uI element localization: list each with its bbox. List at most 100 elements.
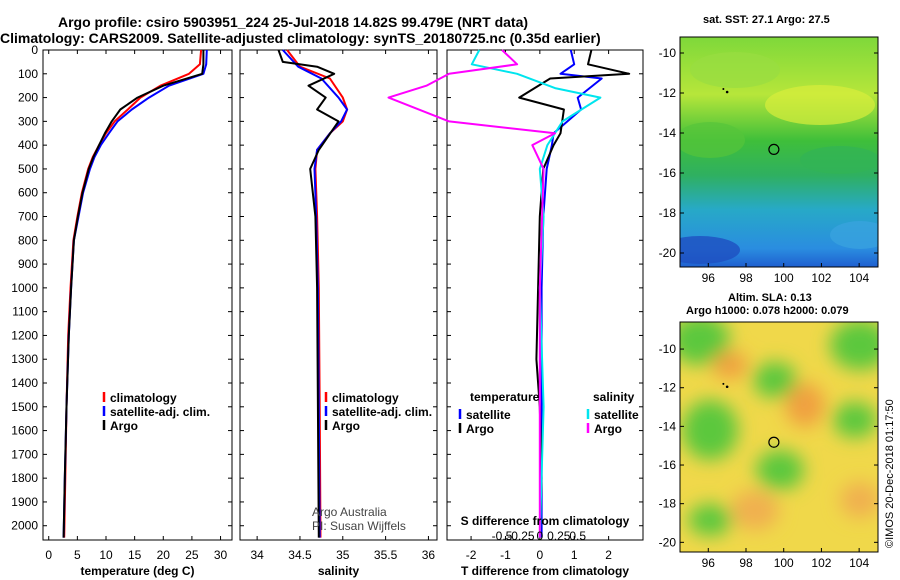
y-tick-label: 1700 (11, 447, 38, 461)
map-y-tick-label: -20 (659, 246, 677, 260)
y-tick-label: 1800 (11, 471, 38, 485)
map-x-tick-label: 100 (774, 556, 794, 570)
map-x-tick-label: 104 (849, 271, 869, 285)
legend-title-salinity: salinity (593, 390, 635, 404)
legend-title-temperature: temperature (470, 390, 540, 404)
legend-label: climatology (332, 391, 399, 405)
map-x-tick-label: 102 (811, 556, 831, 570)
x2-tick-label: -0.25 (507, 529, 535, 543)
y-tick-label: 900 (18, 257, 38, 271)
y-tick-label: 800 (18, 233, 38, 247)
legend-label: climatology (110, 391, 177, 405)
x2-tick-label: 0.25 (547, 529, 571, 543)
series-line-argo (62, 50, 205, 538)
sst-map-texture (680, 52, 878, 264)
map-x-tick-label: 98 (739, 556, 753, 570)
legend-label: Argo (332, 419, 360, 433)
map-x-tick-label: 102 (811, 271, 831, 285)
y-tick-label: 1900 (11, 495, 38, 509)
x-tick-label: -2 (466, 548, 477, 562)
map-x-tick-label: 100 (774, 271, 794, 285)
page-title-line1: Argo profile: csiro 5903951_224 25-Jul-2… (58, 14, 529, 30)
x-tick-label: 34 (250, 548, 264, 562)
temperature-axis-label: temperature (deg C) (80, 564, 194, 578)
map-y-tick-label: -10 (659, 46, 677, 60)
x-tick-label: 2 (605, 548, 612, 562)
y-tick-label: 1100 (12, 305, 38, 319)
x-tick-label: 15 (128, 548, 142, 562)
sla-map-title-1: Altim. SLA: 0.13 (728, 292, 812, 304)
map-y-tick-label: -20 (659, 535, 677, 549)
trajectory-dot (725, 385, 729, 389)
x-tick-label: 5 (74, 548, 81, 562)
series-line-s-argo (387, 49, 556, 538)
y-tick-label: 400 (18, 138, 38, 152)
y-tick-label: 1400 (11, 376, 38, 390)
credit-pi-name: PI: Susan Wijffels (312, 519, 406, 533)
map-x-tick-label: 96 (702, 556, 716, 570)
legend-label: Argo (110, 419, 138, 433)
series-line-t-satellite (540, 49, 603, 538)
legend-label: Argo (466, 422, 494, 436)
argo-float-marker (768, 143, 780, 155)
map-y-tick-label: -12 (659, 86, 677, 100)
x-tick-label: -1 (500, 548, 511, 562)
map-y-tick-label: -16 (659, 458, 677, 472)
sst-map-title: sat. SST: 27.1 Argo: 27.5 (703, 14, 830, 26)
map-y-tick-label: -18 (659, 497, 677, 511)
legend-label: satellite-adj. clim. (110, 405, 210, 419)
map-x-tick-label: 96 (702, 271, 716, 285)
temperature-plot-frame (42, 49, 233, 541)
x2-tick-label: 0 (536, 529, 543, 543)
salinity-axis-label: salinity (318, 564, 360, 578)
difference-axis-label: T difference from climatology (461, 564, 629, 578)
x-tick-label: 35 (336, 548, 350, 562)
legend-label: Argo (594, 422, 622, 436)
map-y-tick-label: -14 (659, 419, 677, 433)
y-tick-label: 100 (18, 67, 38, 81)
x-tick-label: 34.5 (288, 548, 312, 562)
y-tick-label: 500 (18, 162, 38, 176)
x2-tick-label: -0.5 (492, 529, 513, 543)
y-tick-label: 1500 (11, 400, 38, 414)
secondary-axis-label: S difference from climatology (461, 514, 630, 528)
y-tick-label: 1000 (11, 281, 38, 295)
y-tick-label: 300 (18, 114, 38, 128)
y-tick-label: 600 (18, 186, 38, 200)
x2-tick-label: 0.5 (569, 529, 586, 543)
y-tick-label: 0 (31, 43, 38, 57)
map-y-tick-label: -10 (659, 342, 677, 356)
y-tick-label: 2000 (11, 519, 38, 533)
page-title-line2: Climatology: CARS2009. Satellite-adjuste… (0, 30, 601, 46)
map-y-tick-label: -14 (659, 126, 677, 140)
trajectory-dot (722, 382, 725, 385)
y-tick-label: 1200 (11, 328, 38, 342)
sla-map-title-2: Argo h1000: 0.078 h2000: 0.079 (686, 305, 849, 317)
x-tick-label: 30 (214, 548, 228, 562)
y-tick-label: 1600 (11, 424, 38, 438)
y-tick-label: 700 (18, 210, 38, 224)
y-tick-label: 1300 (11, 352, 38, 366)
x-tick-label: 0 (45, 548, 52, 562)
map-x-tick-label: 104 (849, 556, 869, 570)
x-tick-label: 20 (157, 548, 171, 562)
legend-label: satellite (594, 408, 639, 422)
map-x-tick-label: 98 (739, 271, 753, 285)
sst-map-frame (679, 36, 879, 268)
map-y-tick-label: -12 (659, 381, 677, 395)
credit-argo-australia: Argo Australia (312, 505, 387, 519)
x-tick-label: 0 (536, 548, 543, 562)
legend-label: satellite-adj. clim. (332, 405, 432, 419)
x-tick-label: 35.5 (374, 548, 398, 562)
sla-map-frame (679, 321, 879, 553)
map-y-tick-label: -16 (659, 166, 677, 180)
salinity-plot-frame (239, 49, 438, 541)
x-tick-label: 36 (422, 548, 436, 562)
x-tick-label: 25 (185, 548, 199, 562)
x-tick-label: 10 (99, 548, 113, 562)
map-y-tick-label: -18 (659, 206, 677, 220)
series-line-argo (277, 49, 340, 538)
trajectory-dot (722, 88, 725, 90)
sla-map-texture (680, 322, 878, 536)
